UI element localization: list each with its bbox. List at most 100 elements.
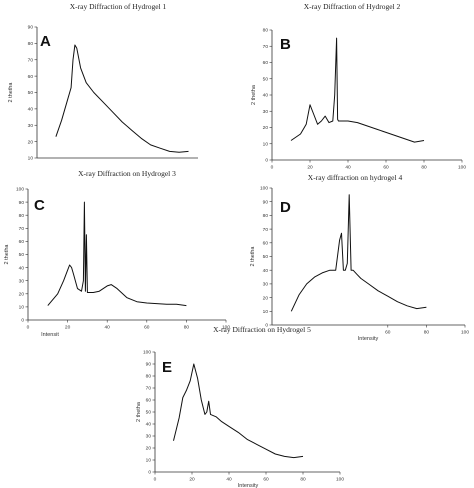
x-axis-label: Intensity: [238, 483, 259, 488]
x-tick-label: 60: [383, 165, 389, 171]
y-axis-label: 2 thetha: [250, 246, 256, 267]
diffraction-curve: [47, 201, 187, 307]
x-tick-label: 20: [189, 477, 195, 483]
y-tick-label: 40: [263, 268, 269, 274]
y-tick-label: 0: [148, 470, 151, 476]
panel-letter: A: [40, 33, 51, 50]
x-tick-label: 20: [307, 165, 313, 171]
y-tick-label: 50: [146, 410, 152, 416]
y-tick-label: 0: [265, 323, 268, 329]
y-tick-label: 20: [263, 295, 269, 301]
x-tick-label: 100: [336, 477, 344, 483]
y-tick-label: 40: [28, 107, 34, 113]
x-tick-label: 100: [461, 330, 469, 336]
y-tick-label: 90: [263, 199, 269, 205]
chart-panel-c: X-ray Diffraction on Hydrogel 3 0 10 20 30 40…: [4, 169, 230, 338]
chart-panel-a: X-ray Diffraction of Hydrogel 1 10 20 30 40 5…: [8, 2, 198, 162]
chart-title: X-ray diffraction on hydrogel 4: [308, 173, 403, 182]
y-tick-label: 80: [146, 374, 152, 380]
y-tick-label: 20: [19, 292, 25, 298]
y-tick-label: 20: [146, 446, 152, 452]
y-tick-label: 50: [19, 252, 25, 258]
x-tick-label: 80: [421, 165, 427, 171]
y-tick-label: 10: [263, 309, 269, 315]
y-tick-label: 50: [263, 76, 269, 82]
x-tick-label: 40: [105, 325, 111, 331]
y-tick-label: 80: [263, 28, 269, 34]
y-tick-label: 60: [263, 241, 269, 247]
x-tick-label: 80: [300, 477, 306, 483]
y-tick-label: 40: [19, 265, 25, 271]
y-axis-label: 2 thetha: [136, 401, 142, 422]
y-tick-label: 40: [146, 422, 152, 428]
y-tick-label: 100: [143, 350, 151, 356]
y-tick-label: 10: [28, 156, 34, 162]
y-tick-label: 0: [21, 318, 24, 324]
y-tick-label: 30: [263, 282, 269, 288]
x-axis-label: Intensit: [41, 332, 59, 338]
y-tick-label: 70: [263, 44, 269, 50]
y-tick-label: 20: [263, 125, 269, 131]
chart-title: X-ray Diffraction of Hydrogel 2: [304, 2, 401, 11]
chart-title: X-ray Diffraction of Hydrogel 1: [70, 2, 167, 11]
diffraction-curve: [290, 194, 427, 312]
y-tick-label: 30: [263, 109, 269, 115]
x-tick-label: 100: [458, 165, 466, 171]
y-tick-label: 60: [146, 398, 152, 404]
y-tick-label: 70: [19, 226, 25, 232]
y-axis-label: 2 thetha: [4, 244, 10, 265]
y-tick-label: 80: [19, 213, 25, 219]
y-tick-label: 50: [28, 90, 34, 96]
y-tick-label: 70: [146, 386, 152, 392]
y-tick-label: 30: [19, 278, 25, 284]
y-tick-label: 100: [260, 186, 268, 192]
y-tick-label: 40: [263, 93, 269, 99]
y-tick-label: 90: [28, 25, 34, 31]
y-tick-label: 10: [146, 458, 152, 464]
diffraction-curve: [173, 363, 304, 459]
y-tick-label: 60: [28, 74, 34, 80]
y-tick-label: 60: [263, 60, 269, 66]
chart-panel-e: X-ray Diffraction on Hydrogel 5010203040…: [136, 325, 344, 488]
panel-letter: D: [280, 199, 291, 216]
y-tick-label: 60: [19, 239, 25, 245]
diffraction-curve: [290, 37, 425, 143]
x-tick-label: 100: [222, 325, 230, 331]
y-axis-label: 2 thetha: [251, 84, 257, 105]
x-tick-label: 60: [144, 325, 150, 331]
y-tick-label: 90: [146, 362, 152, 368]
panel-letter: B: [280, 36, 291, 53]
x-tick-label: 20: [65, 325, 71, 331]
x-tick-label: 60: [263, 477, 269, 483]
x-tick-label: 80: [184, 325, 190, 331]
chart-panel-b: X-ray Diffraction of Hydrogel 2 0 10 20 30 40…: [251, 2, 466, 171]
chart-panel-d: X-ray diffraction on hydrogel 4 0 10 20 30 40…: [250, 173, 469, 342]
diffraction-curve: [55, 44, 189, 153]
y-tick-label: 90: [19, 200, 25, 206]
x-tick-label: 40: [226, 477, 232, 483]
y-tick-label: 0: [265, 158, 268, 164]
y-tick-label: 30: [28, 123, 34, 129]
y-tick-label: 80: [263, 213, 269, 219]
y-tick-label: 50: [263, 254, 269, 260]
y-tick-label: 70: [28, 57, 34, 63]
panel-letter: E: [162, 359, 172, 376]
panel-letter: C: [34, 197, 45, 214]
y-tick-label: 100: [16, 187, 24, 193]
y-tick-label: 80: [28, 41, 34, 47]
y-tick-label: 30: [146, 434, 152, 440]
y-axis-label: 2 thetha: [8, 82, 14, 103]
y-tick-label: 20: [28, 139, 34, 145]
y-tick-label: 10: [263, 141, 269, 147]
x-axis-label: Intensity: [358, 336, 379, 342]
chart-title: X-ray Diffraction on Hydrogel 3: [78, 169, 176, 178]
y-tick-label: 70: [263, 227, 269, 233]
x-tick-label: 80: [424, 330, 430, 336]
x-tick-label: 0: [154, 477, 157, 483]
chart-title: X-ray Diffraction on Hydrogel 5: [213, 325, 311, 334]
x-tick-label: 60: [385, 330, 391, 336]
y-tick-label: 10: [19, 305, 25, 311]
x-tick-label: 40: [345, 165, 351, 171]
x-tick-label: 0: [27, 325, 30, 331]
